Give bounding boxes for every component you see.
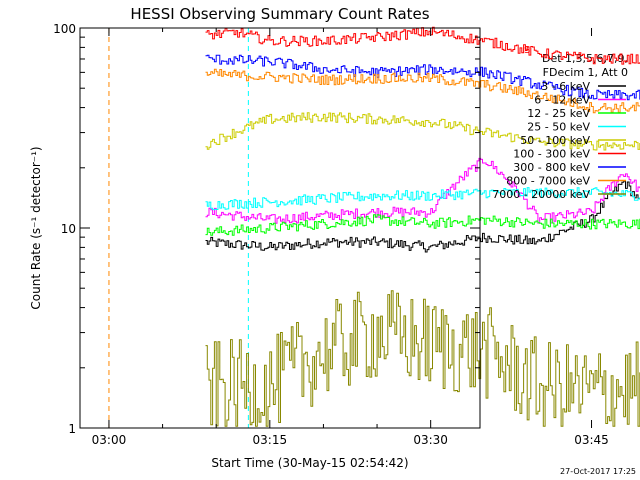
series-line-12-25-kev [205,214,640,236]
series-line-300-800-kev [205,54,640,101]
series-line-800-7000-kev [205,68,640,114]
legend-header-line-1: Det 1,3,5,6,7,9, [542,52,628,65]
x-tick-label: 03:45 [574,433,609,447]
y-tick-label: 1 [68,422,76,436]
x-tick-label: 03:00 [92,433,127,447]
legend-label: 7000 - 20000 keV [492,188,590,201]
series-line-3-6-kev [205,180,640,253]
axes-layer: 03:0003:1503:3003:4504:0004:1504:3011010… [53,22,609,447]
y-tick-label: 100 [53,22,76,36]
series-line-7000-20000-kev [205,290,640,427]
data-layer: RD0RD6S [108,26,640,428]
footer-date: 27-Oct-2017 17:25 [560,467,636,476]
legend-label: 25 - 50 keV [527,121,590,134]
chart-title: HESSI Observing Summary Count Rates [130,5,429,23]
legend-label: 300 - 800 keV [513,161,590,174]
series-line-6-12-kev [205,157,640,224]
x-axis-label: Start Time (30-May-15 02:54:42) [211,456,408,470]
x-tick-label: 03:15 [253,433,288,447]
y-tick-label: 10 [61,222,76,236]
legend-label: 3 - 6 keV [541,80,590,93]
legend-label: 100 - 300 keV [513,148,590,161]
legend-label: 50 - 100 keV [520,134,590,147]
x-tick-label: 03:30 [413,433,448,447]
y-axis-label: Count Rate (s⁻¹ detector⁻¹) [29,146,43,309]
series-line-25-50-kev [205,187,640,211]
legend-label: 12 - 25 keV [527,107,590,120]
legend-label: 800 - 7000 keV [506,175,590,188]
annotation-s: S [524,45,530,56]
series-line-100-300-kev [205,26,640,65]
legend-header-line-2: FDecim 1, Att 0 [543,66,628,79]
legend-label: 6 - 12 keV [534,94,590,107]
series-line-50-100-kev [205,112,640,151]
